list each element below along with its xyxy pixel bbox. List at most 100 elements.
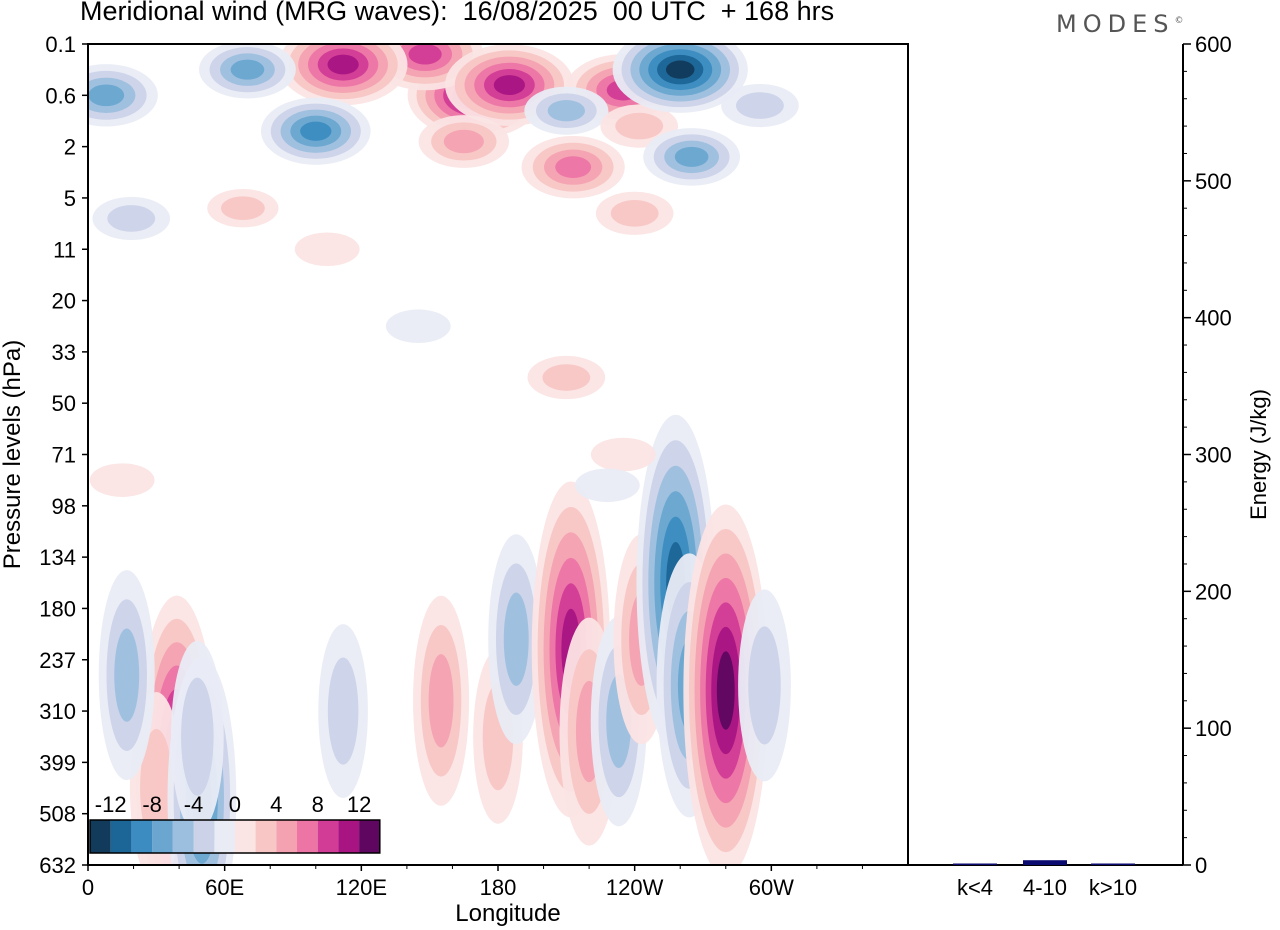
colorbar-cell [90, 820, 111, 853]
field-feature [643, 128, 741, 186]
colorbar-frame [89, 819, 381, 854]
x-tick-label: 180 [480, 875, 517, 900]
x-tick-label: 120W [606, 875, 664, 900]
x-tick-label: 60W [749, 875, 794, 900]
logo-text: MODES [1056, 10, 1175, 38]
colorbar-cell [297, 820, 318, 853]
field-feature [527, 355, 606, 400]
field-contour [716, 651, 735, 730]
field-contour [408, 44, 442, 65]
field-feature [294, 232, 360, 267]
energy-bar [1023, 860, 1067, 865]
field-contour [230, 59, 265, 80]
field-contour [674, 146, 709, 167]
field-feature [318, 624, 368, 799]
field-contour [294, 232, 360, 267]
x-tick-label: 60E [205, 875, 244, 900]
energy-category-label: k<4 [957, 875, 993, 900]
colorbar-cell [193, 820, 215, 853]
chart-title: Meridional wind (MRG waves): 16/08/2025 … [80, 0, 835, 26]
field-feature [595, 191, 674, 235]
field-feature [721, 83, 799, 128]
field-feature [738, 589, 791, 782]
y-tick-label: 399 [39, 750, 76, 775]
colorbar-label: -8 [142, 792, 162, 817]
colorbar-cell [234, 820, 256, 853]
energy-bar [953, 863, 997, 865]
y-tick-label: 20 [52, 289, 76, 314]
field-feature [683, 504, 769, 865]
field-contour [665, 60, 695, 79]
field-contour [89, 463, 155, 497]
y-tick-label: 0.1 [45, 32, 76, 57]
field-feature [170, 640, 224, 833]
colorbar-cell [276, 820, 297, 853]
colorbar-cell [172, 820, 194, 853]
heatmap-field [88, 44, 799, 865]
colorbar-label: 4 [270, 792, 282, 817]
colorbar-cell [110, 820, 132, 853]
colorbar-cell [152, 820, 173, 853]
field-contour [220, 196, 265, 221]
energy-tick-label: 400 [1195, 306, 1232, 331]
field-feature [207, 189, 279, 228]
field-contour [443, 129, 484, 154]
energy-tick-label: 300 [1195, 443, 1232, 468]
energy-category-label: 4-10 [1023, 875, 1067, 900]
field-contour [385, 309, 451, 344]
field-feature [590, 437, 656, 472]
field-feature [278, 44, 408, 106]
colorbar: -12 -8 -4 0 4 8 12 [89, 792, 381, 854]
y-axis-label: Pressure levels (hPa) [0, 340, 26, 569]
field-contour [615, 112, 664, 140]
x-tick-label: 120E [336, 875, 387, 900]
x-axis-label: Longitude [455, 900, 560, 927]
field-feature [199, 44, 296, 99]
field-contour [181, 677, 214, 796]
y-tick-label: 0.6 [45, 83, 76, 108]
field-feature [385, 309, 451, 344]
field-contour [327, 657, 359, 765]
energy-bar [1091, 863, 1135, 865]
field-contour [327, 54, 359, 75]
colorbar-cell [317, 820, 339, 853]
colorbar-cell [338, 820, 360, 853]
field-feature [521, 135, 625, 199]
field-contour [300, 121, 332, 141]
y-tick-label: 33 [52, 340, 76, 365]
field-feature [418, 115, 510, 168]
colorbar-label: 8 [312, 792, 324, 817]
y-tick-label: 98 [52, 494, 76, 519]
colorbar-cell [359, 820, 380, 853]
field-contour [542, 364, 591, 391]
energy-axis-label: Energy (J/kg) [1246, 389, 1271, 520]
colorbar-label: -4 [184, 792, 204, 817]
colorbar-cell [131, 820, 153, 853]
axes: 0.1 0.6 2 5 11 20 33 50 71 98 134 180 237 310 399 508 63… [0, 32, 1271, 927]
field-feature [89, 463, 155, 497]
energy-bars: k<4 4-10 k>10 [953, 860, 1137, 900]
colorbar-label: 12 [347, 792, 371, 817]
field-contour [428, 654, 454, 748]
field-contour [736, 92, 784, 119]
field-contour [610, 200, 659, 227]
y-tick-label: 71 [52, 443, 76, 468]
energy-tick-label: 100 [1195, 716, 1232, 741]
energy-tick-label: 600 [1195, 32, 1232, 57]
field-feature [92, 196, 171, 241]
field-contour [748, 626, 781, 745]
y-tick-label: 11 [53, 237, 76, 262]
field-contour [114, 628, 140, 722]
colorbar-cell [255, 820, 277, 853]
field-contour [590, 437, 656, 472]
colorbar-label: -12 [95, 792, 127, 817]
field-contour [140, 728, 173, 848]
energy-tick-label: 500 [1195, 169, 1232, 194]
energy-tick-label: 200 [1195, 579, 1232, 604]
field-feature [260, 97, 371, 165]
y-tick-label: 5 [64, 186, 76, 211]
field-feature [612, 44, 748, 113]
field-contour [547, 100, 585, 122]
y-tick-label: 310 [39, 699, 76, 724]
